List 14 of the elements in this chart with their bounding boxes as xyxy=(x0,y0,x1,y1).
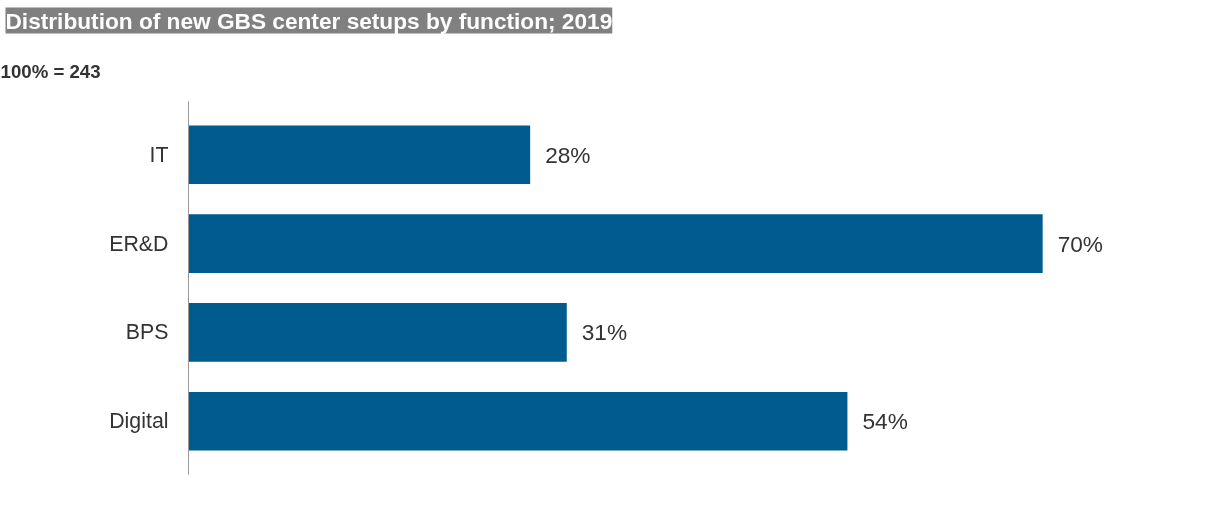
data-label: 54% xyxy=(862,408,908,435)
bar xyxy=(188,214,1043,273)
data-label: 28% xyxy=(545,141,591,168)
chart-subtitle: 100% = 243 xyxy=(0,60,101,82)
y-tick-label: BPS xyxy=(125,320,169,345)
bar xyxy=(188,125,531,185)
y-tick-label: IT xyxy=(149,142,169,167)
bar xyxy=(188,303,567,362)
y-tick-label: Digital xyxy=(109,409,169,434)
data-label: 31% xyxy=(581,319,628,346)
chart-title: Distribution of new GBS center setups by function; 2019 xyxy=(5,7,613,34)
y-tick-label: ER&D xyxy=(109,231,169,256)
data-label: 70% xyxy=(1057,230,1104,257)
bar xyxy=(188,391,848,451)
